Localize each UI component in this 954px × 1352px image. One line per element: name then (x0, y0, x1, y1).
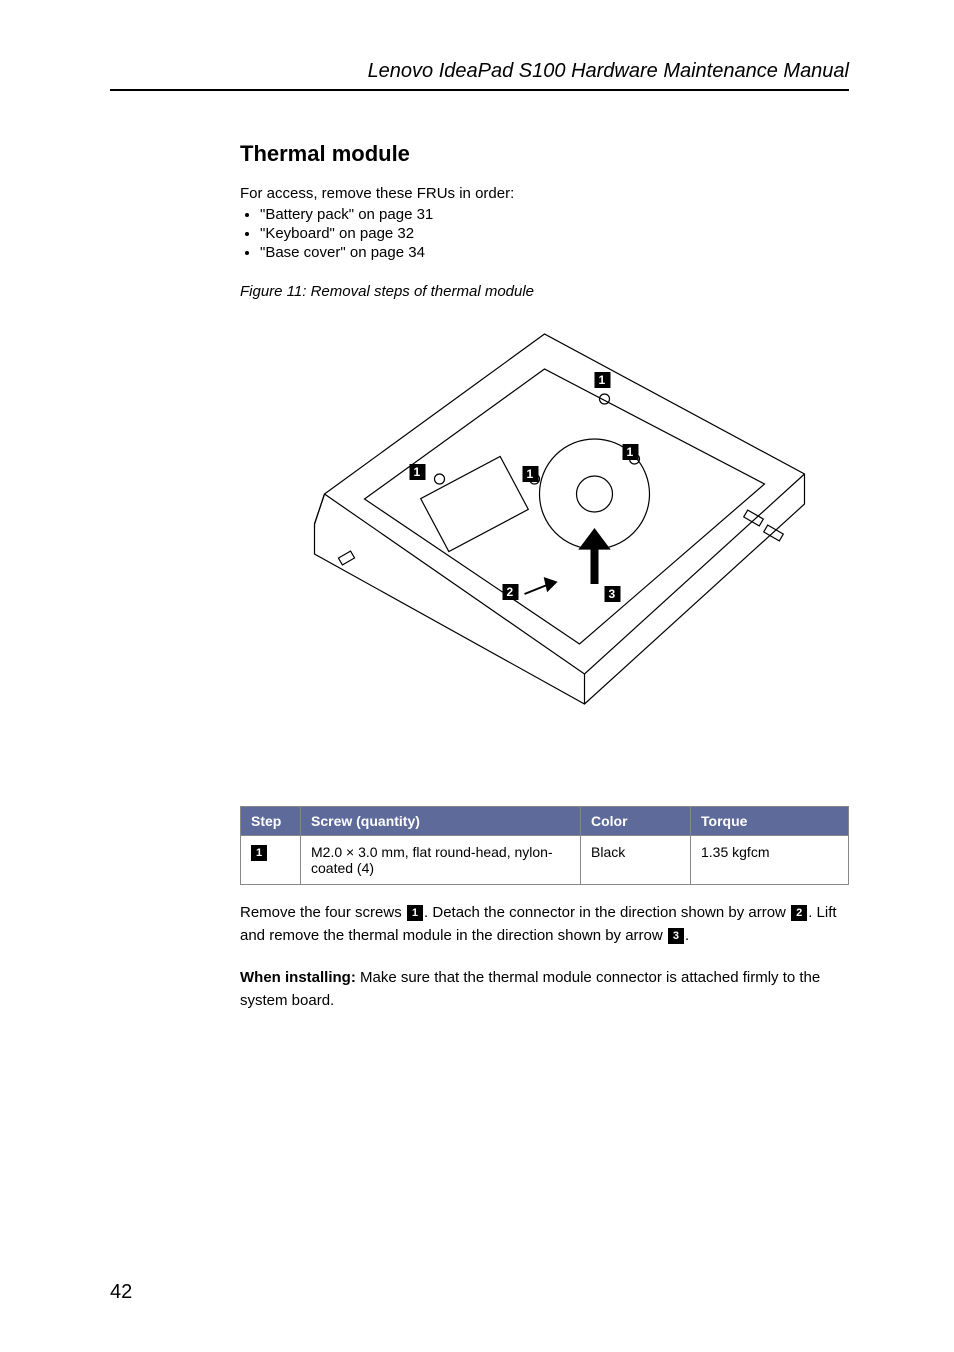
step-badge: 1 (251, 845, 267, 861)
installing-label: When installing: (240, 969, 356, 986)
table-header-row: Step Screw (quantity) Color Torque (241, 807, 849, 836)
page-number: 42 (110, 1281, 132, 1304)
callout-1-icon: 1 (599, 373, 606, 387)
callout-1-icon: 1 (527, 467, 534, 481)
badge-1-icon: 1 (407, 905, 423, 921)
callout-1-icon: 1 (414, 465, 421, 479)
text-segment: Remove the four screws (240, 904, 406, 921)
table-header-screw: Screw (quantity) (301, 807, 581, 836)
screw-table: Step Screw (quantity) Color Torque 1 M2.… (240, 806, 849, 885)
removal-instructions: Remove the four screws 1. Detach the con… (240, 901, 849, 948)
list-item: "Keyboard" on page 32 (260, 225, 849, 242)
callout-2-icon: 2 (507, 585, 514, 599)
page: Lenovo IdeaPad S100 Hardware Maintenance… (0, 0, 954, 1352)
section-heading: Thermal module (240, 141, 849, 167)
cell-step: 1 (241, 836, 301, 885)
list-item: "Base cover" on page 34 (260, 244, 849, 261)
cell-screw: M2.0 × 3.0 mm, flat round-head, nylon-co… (301, 836, 581, 885)
content-area: Thermal module For access, remove these … (240, 141, 849, 1012)
list-item: "Battery pack" on page 31 (260, 206, 849, 223)
installing-note: When installing: Make sure that the ther… (240, 966, 849, 1013)
badge-2-icon: 2 (791, 905, 807, 921)
prerequisite-list: "Battery pack" on page 31 "Keyboard" on … (240, 206, 849, 261)
callout-1-icon: 1 (627, 445, 634, 459)
cell-torque: 1.35 kgfcm (691, 836, 849, 885)
table-header-torque: Torque (691, 807, 849, 836)
running-header: Lenovo IdeaPad S100 Hardware Maintenance… (110, 60, 849, 91)
callout-3-icon: 3 (609, 587, 616, 601)
text-segment: . (685, 927, 689, 944)
text-segment: . Detach the connector in the direction … (424, 904, 790, 921)
figure-diagram: 1 1 1 1 2 3 (240, 304, 849, 784)
table-row: 1 M2.0 × 3.0 mm, flat round-head, nylon-… (241, 836, 849, 885)
table-header-color: Color (581, 807, 691, 836)
figure-caption: Figure 11: Removal steps of thermal modu… (240, 283, 849, 300)
intro-text: For access, remove these FRUs in order: (240, 185, 849, 202)
cell-color: Black (581, 836, 691, 885)
table-header-step: Step (241, 807, 301, 836)
badge-3-icon: 3 (668, 928, 684, 944)
